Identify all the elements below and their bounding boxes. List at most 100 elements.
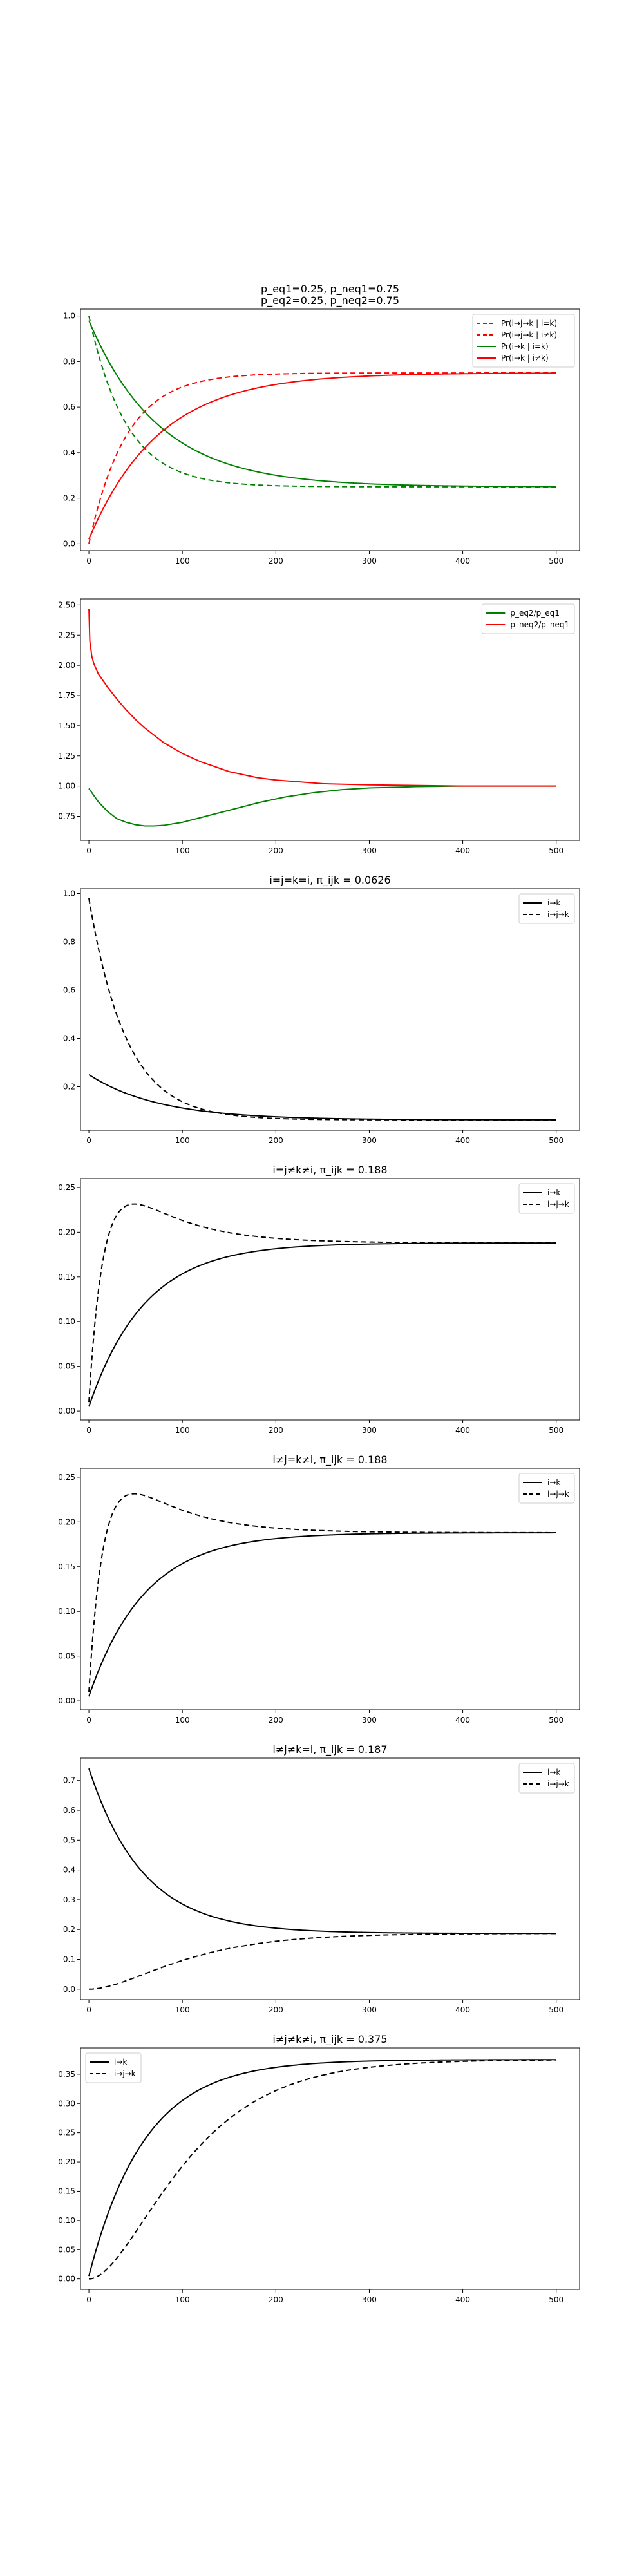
y-tick-label: 0.10: [58, 2216, 75, 2225]
legend-entry: i→j→k: [547, 910, 569, 919]
legend-entry: Pr(i→j→k | i≠k): [501, 330, 557, 339]
x-tick-label: 400: [455, 2005, 470, 2014]
legend-box: [518, 1473, 575, 1504]
x-tick-label: 0: [86, 556, 91, 565]
y-tick-label: 0.15: [58, 1562, 75, 1571]
legend: Pr(i→j→k | i=k) Pr(i→j→k | i≠k) Pr(i→k | i…: [472, 314, 575, 368]
series-line-2: [88, 2059, 556, 2280]
chart-panel-2: 0 100 200 300 400 500 0.75 1.00 1.25 1.50 1.75 2.00…: [58, 598, 580, 855]
x-tick-label: 200: [269, 1136, 283, 1145]
legend: i→k i→j→k: [518, 1763, 575, 1794]
series-group: [88, 1493, 556, 1697]
x-tick-label: 100: [175, 846, 190, 855]
plot-frame: [80, 1178, 580, 1421]
legend-box: [518, 1183, 575, 1214]
chart-title: p_eq2=0.25, p_neq2=0.75: [261, 294, 399, 307]
legend-box: [518, 1763, 575, 1794]
legend-entry: i→k: [547, 1768, 560, 1777]
x-tick-label: 300: [362, 1426, 377, 1435]
x-tick-label: 200: [269, 846, 283, 855]
x-tick-label: 400: [455, 1716, 470, 1725]
y-tick-label: 1.0: [63, 889, 75, 898]
series-line-3: [88, 320, 556, 488]
x-tick-label: 500: [549, 1136, 564, 1145]
y-tick-label: 0.25: [58, 1183, 75, 1192]
x-tick-label: 200: [269, 1426, 283, 1435]
legend-entry: i→j→k: [547, 1200, 569, 1209]
x-tick-label: 400: [455, 556, 470, 565]
y-tick-label: 0.8: [63, 938, 75, 947]
y-tick-label: 0.8: [63, 357, 75, 366]
y-tick-label: 1.75: [58, 691, 75, 700]
x-tick-label: 0: [86, 2005, 91, 2014]
plot-frame: [80, 598, 580, 841]
plot-frame: [80, 2047, 580, 2290]
legend-entry: i→k: [547, 898, 560, 907]
series-line-2: [88, 898, 556, 1121]
x-tick-label: 500: [549, 1716, 564, 1725]
legend-entry: p_neq2/p_neq1: [510, 620, 569, 629]
x-tick-label: 0: [86, 1426, 91, 1435]
x-tick-label: 100: [175, 1716, 190, 1725]
chart-title: i≠j≠k=i, π_ijk = 0.187: [272, 1743, 387, 1756]
x-tick-label: 300: [362, 556, 377, 565]
legend: i→k i→j→k: [85, 2052, 142, 2083]
legend: p_eq2/p_eq1 p_neq2/p_neq1: [481, 603, 575, 634]
legend-box: [472, 314, 575, 368]
chart-title: i=j≠k≠i, π_ijk = 0.188: [272, 1164, 387, 1177]
series-line-1: [88, 2059, 556, 2277]
legend-entry: i→k: [114, 2058, 127, 2067]
y-tick-label: 0.20: [58, 1517, 75, 1526]
x-tick-label: 100: [175, 2005, 190, 2014]
chart-title: p_eq1=0.25, p_neq1=0.75: [261, 283, 399, 296]
x-tick-label: 400: [455, 1426, 470, 1435]
chart-panel-3: i=j=k=i, π_ijk = 0.0626 0 100 200 300 400 500 0…: [63, 874, 580, 1145]
legend-entry: i→j→k: [547, 1490, 569, 1499]
x-tick-label: 300: [362, 846, 377, 855]
y-tick-label: 0.25: [58, 1473, 75, 1482]
x-tick-label: 0: [86, 1136, 91, 1145]
y-tick-label: 0.25: [58, 2128, 75, 2137]
chart-panel-6: i≠j≠k=i, π_ijk = 0.187 0 100 200 300 400 500 0.…: [63, 1743, 580, 2014]
series-group: [88, 1768, 556, 1990]
series-line-2: [88, 608, 556, 787]
legend-entry: i→k: [547, 1188, 560, 1197]
y-tick-label: 0.00: [58, 1406, 75, 1416]
y-tick-label: 0.4: [63, 1034, 75, 1043]
y-tick-label: 0.3: [63, 1895, 75, 1904]
legend-box: [85, 2052, 142, 2083]
y-tick-label: 1.00: [58, 782, 75, 791]
series-line-1: [88, 785, 556, 827]
y-tick-label: 0.2: [63, 1083, 75, 1092]
chart-title: i≠j=k≠i, π_ijk = 0.188: [272, 1454, 387, 1466]
x-tick-label: 300: [362, 1136, 377, 1145]
legend-entry: Pr(i→j→k | i=k): [501, 319, 557, 328]
y-tick-label: 0.75: [58, 812, 75, 821]
y-tick-label: 0.5: [63, 1835, 75, 1844]
series-line-1: [88, 1532, 556, 1697]
series-line-1: [88, 1074, 556, 1121]
x-tick-label: 200: [269, 2295, 283, 2304]
y-tick-label: 0.4: [63, 1866, 75, 1875]
x-tick-label: 400: [455, 1136, 470, 1145]
x-tick-label: 100: [175, 556, 190, 565]
legend-entry: i→j→k: [114, 2069, 136, 2078]
series-group: [88, 608, 556, 827]
x-tick-label: 0: [86, 2295, 91, 2304]
legend-box: [481, 603, 575, 634]
legend-entry: p_eq2/p_eq1: [510, 609, 560, 618]
series-group: [88, 2059, 556, 2280]
y-tick-label: 0.4: [63, 448, 75, 457]
plot-frame: [80, 888, 580, 1131]
y-tick-label: 0.00: [58, 1696, 75, 1705]
x-tick-label: 300: [362, 2005, 377, 2014]
series-line-2: [88, 1203, 556, 1403]
chart-panel-4: i=j≠k≠i, π_ijk = 0.188 0 100 200 300 400 500 0.…: [58, 1164, 580, 1435]
y-tick-label: 0.1: [63, 1955, 75, 1964]
series-line-2: [88, 1493, 556, 1692]
y-tick-label: 0.6: [63, 1806, 75, 1815]
y-tick-label: 0.2: [63, 494, 75, 503]
y-tick-label: 1.25: [58, 752, 75, 761]
series-line-2: [89, 1933, 556, 1990]
x-tick-label: 100: [175, 1136, 190, 1145]
